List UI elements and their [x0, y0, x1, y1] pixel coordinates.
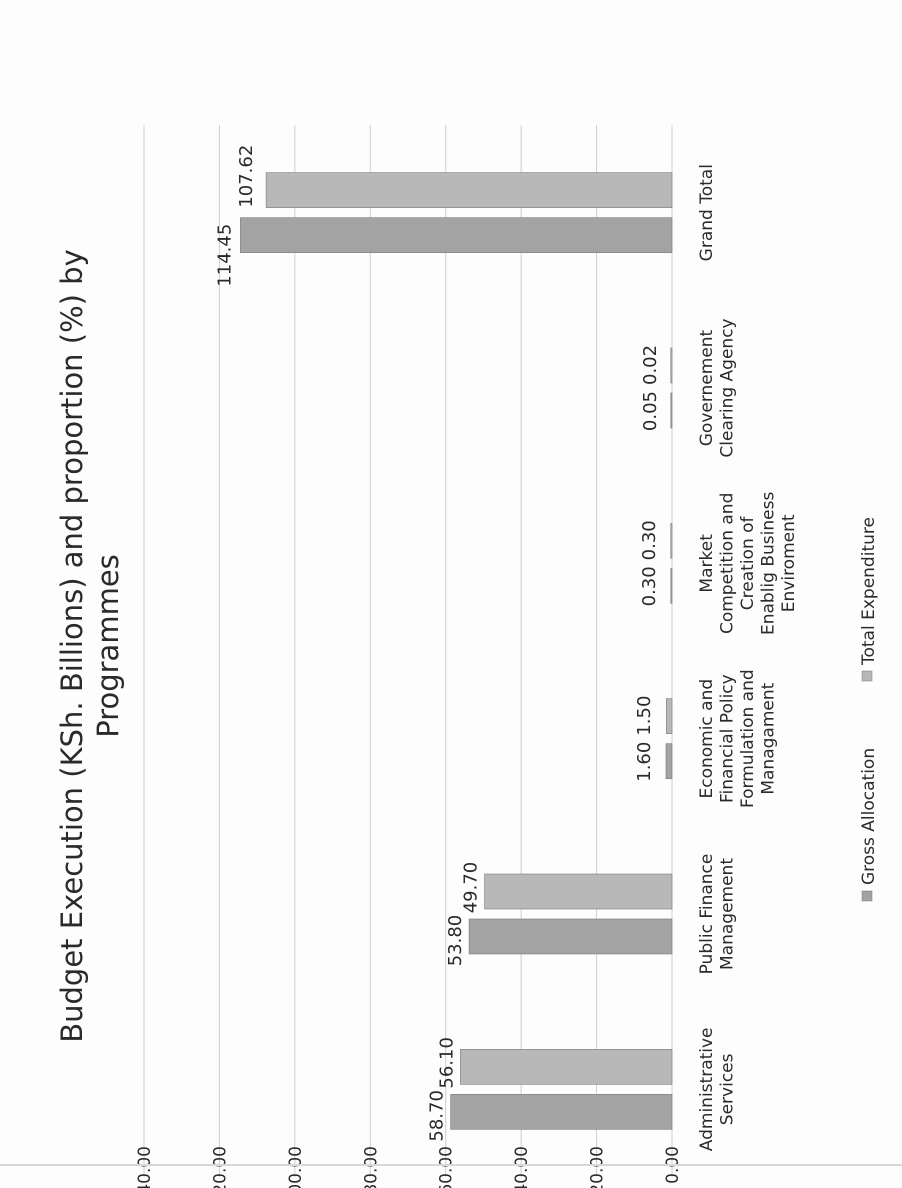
category-label: AdministrativeServices	[697, 1027, 738, 1151]
chart-legend: Gross Allocation Total Expenditure	[859, 517, 879, 902]
data-label-total-expenditure: 107.62	[236, 145, 257, 208]
axis-tick-label: 60.00	[437, 1146, 457, 1188]
bar-total-expenditure	[670, 523, 673, 559]
chart-title-line-1: Budget Execution (KSh. Billions) and pro…	[55, 249, 89, 1043]
chart-title: Budget Execution (KSh. Billions) and pro…	[55, 249, 125, 1043]
bar-total-expenditure	[265, 172, 673, 208]
bar-gross-allocation	[450, 1094, 673, 1130]
axis-tick-label: 20.00	[588, 1146, 608, 1188]
bar-gross-allocation	[240, 217, 673, 253]
bar-gross-allocation	[468, 918, 673, 955]
data-label-total-expenditure: 49.70	[461, 862, 482, 914]
data-label-gross-allocation: 53.80	[445, 915, 466, 967]
bar-gross-allocation	[670, 392, 673, 429]
data-label-total-expenditure: 0.30	[639, 520, 660, 560]
axis-tick-label: 80.00	[361, 1146, 381, 1188]
legend-swatch-total-expenditure	[861, 670, 873, 682]
category-label: Public FinanceManagement	[697, 854, 738, 975]
category-label: MarketCompetition andCreation ofEnablig …	[697, 492, 799, 635]
chart-title-line-2: Programmes	[91, 554, 125, 738]
axis-tick-label: 40.00	[512, 1146, 532, 1188]
category-label: Economic andFinancial PolicyFormulation …	[697, 669, 779, 808]
data-label-total-expenditure: 56.10	[436, 1037, 457, 1089]
data-label-total-expenditure: 1.50	[634, 696, 655, 736]
grid-layer	[143, 125, 673, 1177]
data-label-total-expenditure: 0.02	[640, 345, 661, 385]
category-label: Grand Total	[697, 164, 717, 261]
scan-edge-line	[0, 1164, 902, 1166]
data-label-gross-allocation: 1.60	[634, 742, 655, 782]
data-label-gross-allocation: 0.05	[640, 391, 661, 431]
data-label-gross-allocation: 58.70	[427, 1090, 448, 1142]
data-label-gross-allocation: 114.45	[214, 224, 235, 287]
category-label: GovernementClearing Agency	[697, 318, 738, 457]
legend-label-gross-allocation: Gross Allocation	[859, 748, 879, 885]
axis-tick-label: 120.00	[210, 1146, 230, 1188]
bar-total-expenditure	[670, 347, 673, 384]
bar-total-expenditure	[666, 698, 673, 734]
bar-total-expenditure	[484, 873, 673, 910]
axis-tick-label: 100.00	[286, 1146, 306, 1188]
legend-swatch-gross-allocation	[861, 890, 873, 902]
data-label-gross-allocation: 0.30	[639, 566, 660, 606]
axis-ticks-layer: 0.0020.0040.0060.0080.00100.00120.00140.…	[135, 1146, 683, 1188]
bar-gross-allocation	[670, 568, 673, 604]
bar-total-expenditure	[460, 1049, 673, 1085]
axis-tick-label: 140.00	[135, 1146, 155, 1188]
category-labels-layer: AdministrativeServices Public FinanceMana…	[697, 164, 799, 1151]
bar-gross-allocation	[665, 743, 673, 779]
bars-layer	[240, 172, 673, 1130]
legend-label-total-expenditure: Total Expenditure	[859, 517, 879, 666]
